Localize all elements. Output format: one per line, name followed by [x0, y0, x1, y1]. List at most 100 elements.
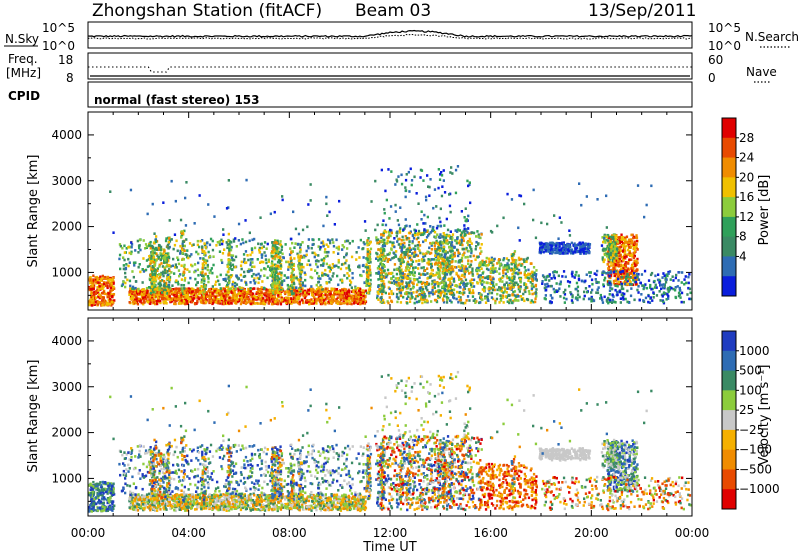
power-cell: [480, 295, 483, 299]
power-cell: [188, 270, 191, 273]
power-cell: [481, 263, 485, 266]
power-cell: [269, 293, 272, 297]
power-cell: [481, 283, 484, 286]
power-cell: [479, 260, 483, 264]
power-cell: [314, 253, 317, 257]
power-cell: [535, 269, 538, 272]
power-cell: [423, 229, 426, 233]
power-cell: [445, 258, 449, 261]
power-cell: [427, 282, 430, 286]
power-cell: [337, 252, 340, 255]
power-cell: [221, 240, 225, 243]
power-cell: [470, 260, 473, 263]
power-cell: [430, 242, 433, 245]
power-cell: [449, 230, 452, 233]
power-cell: [376, 241, 379, 245]
power-cell: [378, 267, 382, 271]
power-cell: [421, 288, 425, 291]
power-cell: [154, 278, 157, 281]
power-cell: [445, 269, 449, 272]
power-cell: [494, 301, 497, 305]
power-cell: [295, 291, 298, 295]
power-cell: [531, 279, 534, 283]
power-cell: [110, 300, 113, 304]
power-cell: [202, 301, 205, 305]
power-cell: [139, 270, 142, 274]
power-cell: [284, 292, 287, 296]
power-cell: [184, 288, 187, 292]
power-cell: [198, 245, 201, 249]
power-cell: [458, 260, 461, 264]
power-cell: [125, 247, 128, 250]
power-cell: [421, 231, 424, 235]
power-cell: [202, 296, 206, 300]
power-cell: [136, 302, 140, 306]
power-cell: [133, 291, 137, 295]
power-cell: [332, 272, 335, 275]
power-cell: [514, 297, 517, 301]
power-cell: [132, 300, 135, 304]
power-cell: [160, 295, 163, 299]
power-cell: [406, 301, 409, 305]
power-cell: [254, 302, 257, 305]
power-cell: [395, 250, 398, 253]
power-cell: [184, 300, 187, 303]
power-cell: [164, 255, 167, 258]
cpid-value: normal (fast stereo) 153: [94, 93, 260, 107]
power-cell: [325, 262, 328, 266]
power-cell: [352, 290, 355, 294]
power-cell: [422, 179, 425, 182]
power-cell: [201, 250, 204, 254]
power-cell: [363, 302, 367, 305]
power-cell: [420, 218, 423, 221]
power-cell: [403, 252, 406, 256]
power-cell: [160, 289, 163, 292]
power-cell: [408, 271, 411, 274]
power-cell: [229, 264, 233, 268]
power-cell: [380, 168, 383, 172]
power-cell: [446, 298, 449, 301]
power-cell: [243, 299, 246, 302]
power-cell: [382, 219, 385, 222]
power-cell: [153, 275, 156, 279]
power-cell: [152, 294, 156, 297]
power-cell: [329, 301, 333, 304]
power-cell: [519, 280, 522, 284]
power-cell: [350, 255, 354, 259]
power-cell: [418, 293, 421, 296]
power-cell: [288, 289, 292, 293]
power-cell: [240, 286, 243, 290]
power-cell: [493, 268, 496, 271]
power-cell: [225, 241, 228, 244]
power-cell: [423, 292, 426, 296]
power-cell: [329, 266, 332, 270]
power-cell: [358, 301, 361, 304]
power-cell: [247, 258, 250, 262]
power-cell: [362, 247, 365, 250]
power-cell: [299, 287, 303, 291]
power-cell: [482, 270, 485, 274]
power-cell: [156, 269, 159, 272]
power-cell: [200, 293, 204, 297]
power-cell: [219, 287, 222, 290]
power-cell: [462, 281, 465, 285]
power-cell: [340, 302, 343, 305]
power-cell: [304, 278, 307, 282]
power-cell: [228, 259, 231, 262]
power-cell: [519, 278, 522, 281]
power-cell: [212, 298, 215, 301]
power-cell: [253, 294, 256, 298]
power-cell: [137, 287, 140, 291]
power-cell: [122, 280, 125, 284]
power-cell: [438, 271, 441, 274]
power-cell: [163, 283, 166, 287]
power-cell: [489, 282, 492, 285]
power-cell: [329, 278, 333, 281]
power-cell: [147, 258, 150, 261]
power-cell: [502, 269, 505, 272]
power-cell: [409, 280, 412, 283]
power-cell: [144, 293, 148, 297]
power-cell: [477, 292, 481, 295]
power-cell: [205, 241, 209, 245]
power-cell: [308, 299, 311, 303]
